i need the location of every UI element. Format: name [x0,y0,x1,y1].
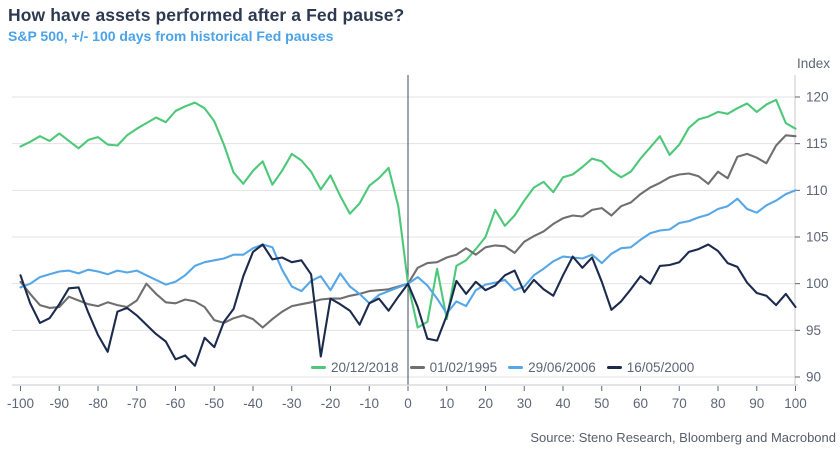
legend-item-2000: 16/05/2000 [606,360,695,375]
x-tick-label--40: -40 [243,396,263,411]
x-tick-label-30: 30 [517,396,532,411]
y-axis-unit-label: Index [796,56,830,71]
legend-label-2018: 20/12/2018 [331,360,399,375]
x-tick-label--20: -20 [321,396,341,411]
y-tick-label-115: 115 [806,136,828,151]
legend-item-2018: 20/12/2018 [311,360,399,375]
x-tick-label-100: 100 [784,396,807,411]
x-tick-label-10: 10 [439,396,454,411]
x-tick-label-80: 80 [710,396,725,411]
legend-item-2006: 29/06/2006 [508,360,596,375]
x-tick-label-20: 20 [478,396,493,411]
x-tick-label-0: 0 [404,396,412,411]
x-tick-label-70: 70 [672,396,687,411]
legend-label-2006: 29/06/2006 [528,360,596,375]
x-tick-label--80: -80 [88,396,108,411]
legend: 20/12/2018 01/02/1995 29/06/2006 16/05/2… [311,360,694,375]
legend-label-2000: 16/05/2000 [626,360,695,375]
y-tick-label-105: 105 [806,229,829,244]
legend-item-1995: 01/02/1995 [409,360,498,375]
legend-swatch-2018 [311,366,326,369]
x-tick-label--90: -90 [49,396,69,411]
x-tick-label--50: -50 [204,396,224,411]
chart-title: How have assets performed after a Fed pa… [8,5,405,25]
x-tick-label--100: -100 [7,396,34,411]
legend-swatch-2006 [508,366,524,369]
chart-subtitle: S&P 500, +/- 100 days from historical Fe… [8,28,334,44]
y-tick-label-110: 110 [806,183,828,198]
x-tick-label--60: -60 [166,396,186,411]
legend-label-1995: 01/02/1995 [429,360,498,375]
source-text: Source: Steno Research, Bloomberg and Ma… [530,430,836,445]
legend-swatch-1995 [409,366,425,369]
x-tick-label--30: -30 [282,396,302,411]
x-tick-label-60: 60 [633,396,648,411]
x-tick-label-40: 40 [555,396,570,411]
x-tick-label-90: 90 [749,396,764,411]
series-line-16-05-2000 [19,243,797,367]
x-tick-label-50: 50 [594,396,609,411]
legend-swatch-2000 [606,366,622,369]
x-tick-label--10: -10 [359,396,379,411]
y-tick-label-90: 90 [806,369,821,384]
x-tick-label--70: -70 [127,396,147,411]
y-tick-label-100: 100 [806,276,829,291]
y-tick-label-95: 95 [806,323,821,338]
y-tick-label-120: 120 [806,90,829,105]
